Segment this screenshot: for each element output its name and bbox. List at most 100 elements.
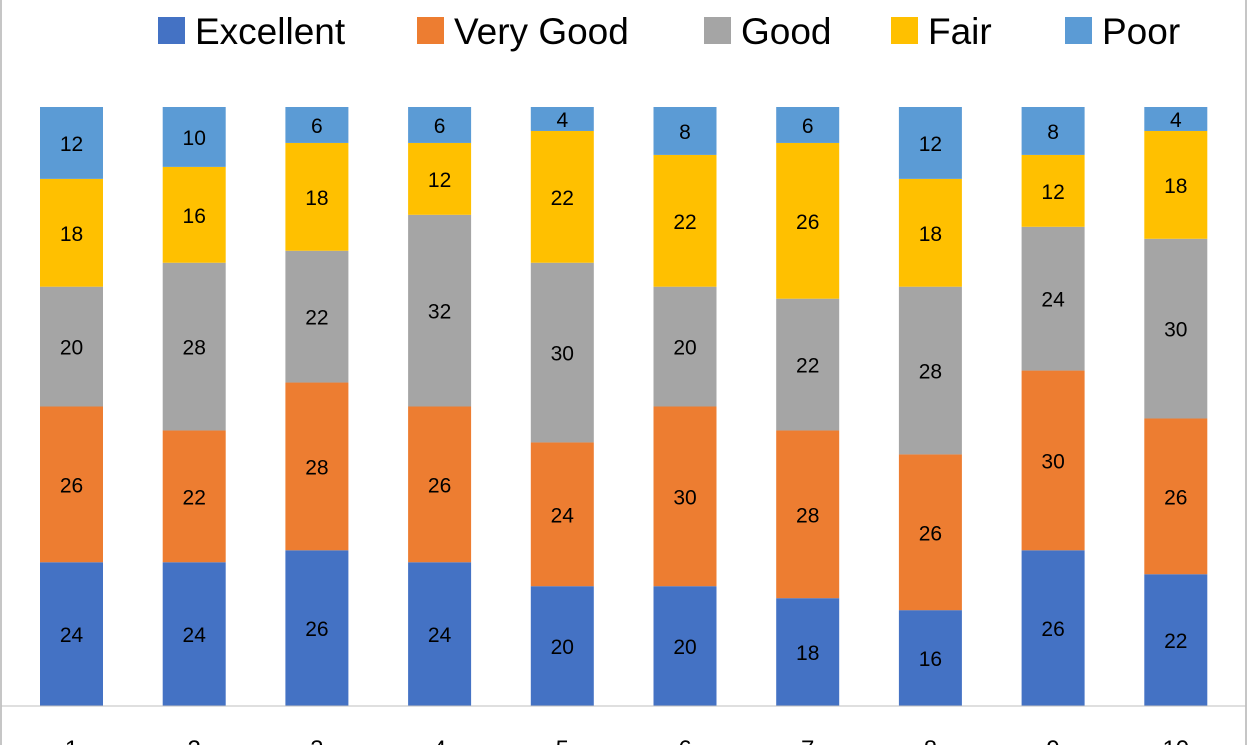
bar-segment-very-good	[776, 430, 840, 599]
bar-segment-very-good	[40, 406, 103, 563]
bars: 24 26 20 18 12 24 22 28 16 10 26 28 22 18 6 24 26 32 12 6 20…	[40, 107, 1208, 706]
legend-label: Excellent	[195, 11, 346, 52]
data-label: 20	[60, 337, 83, 360]
data-label: 16	[183, 205, 206, 228]
bar-segment-excellent	[408, 562, 472, 706]
bar-segment-very-good	[162, 430, 226, 563]
data-label: 12	[919, 133, 942, 156]
bar-segment-excellent	[285, 550, 349, 706]
bar-segment-fair	[530, 130, 594, 263]
bar-segment-good	[408, 214, 472, 407]
data-label: 24	[428, 624, 452, 647]
bar-segment-poor	[1021, 107, 1085, 155]
bar-segment-poor	[1144, 107, 1208, 131]
data-label: 22	[796, 355, 819, 378]
bar-stack-1: 24 26 20 18 12	[40, 107, 103, 706]
data-label: 22	[551, 187, 574, 210]
bar-segment-very-good	[285, 382, 349, 551]
legend-swatch	[891, 17, 918, 44]
data-label: 26	[428, 474, 451, 497]
legend-label: Fair	[928, 11, 992, 52]
bar-segment-excellent	[40, 562, 103, 706]
bar-segment-very-good	[1144, 418, 1208, 575]
data-label: 18	[305, 187, 328, 210]
legend-item-very-good: Very Good	[417, 11, 629, 52]
bar-segment-very-good	[898, 454, 962, 611]
bar-stack-3: 26 28 22 18 6	[285, 107, 349, 706]
bar-segment-excellent	[653, 586, 717, 706]
bar-segment-fair	[1144, 130, 1208, 239]
bar-segment-good	[898, 286, 962, 455]
data-label: 22	[1164, 630, 1187, 653]
bar-segment-good	[162, 262, 226, 431]
bar-stack-4: 24 26 32 12 6	[408, 107, 472, 706]
bar-stack-8: 16 26 28 18 12	[898, 107, 962, 706]
data-label: 6	[311, 115, 323, 138]
data-label: 30	[673, 486, 696, 509]
data-label: 30	[551, 343, 574, 366]
data-label: 4	[556, 109, 568, 132]
bar-segment-fair	[285, 142, 349, 251]
data-label: 26	[1041, 618, 1064, 641]
data-label: 8	[679, 121, 691, 144]
bar-stack-10: 22 26 30 18 4	[1144, 107, 1208, 706]
legend-label: Very Good	[454, 11, 629, 52]
data-label: 26	[1164, 486, 1187, 509]
bar-segment-poor	[653, 107, 717, 155]
bar-segment-good	[285, 250, 349, 383]
data-label: 24	[183, 624, 207, 647]
legend-swatch	[158, 17, 185, 44]
bar-stack-7: 18 28 22 26 6	[776, 107, 840, 706]
bar-segment-fair	[1021, 154, 1085, 227]
data-label: 26	[919, 522, 942, 545]
data-label: 6	[802, 115, 814, 138]
x-tick-label: 4	[433, 736, 446, 745]
data-label: 4	[1170, 109, 1182, 132]
data-label: 22	[183, 486, 206, 509]
legend-swatch	[704, 17, 731, 44]
legend-item-poor: Poor	[1065, 11, 1180, 52]
data-label: 20	[673, 636, 696, 659]
data-label: 28	[919, 361, 942, 384]
data-label: 26	[305, 618, 328, 641]
data-label: 10	[183, 127, 206, 150]
bar-stack-5: 20 24 30 22 4	[530, 107, 594, 706]
legend-swatch	[1065, 17, 1092, 44]
bar-segment-excellent	[530, 586, 594, 706]
bar-segment-good	[776, 298, 840, 431]
data-label: 20	[551, 636, 574, 659]
bar-segment-fair	[898, 178, 962, 287]
data-label: 24	[60, 624, 84, 647]
data-label: 28	[183, 337, 206, 360]
x-tick-label: 6	[678, 736, 691, 745]
data-label: 8	[1047, 121, 1059, 144]
bar-segment-good	[530, 262, 594, 443]
bar-segment-fair	[162, 166, 226, 263]
data-label: 30	[1164, 319, 1187, 342]
bar-segment-poor	[530, 107, 594, 131]
bar-segment-poor	[162, 107, 226, 167]
bar-stack-9: 26 30 24 12 8	[1021, 107, 1085, 706]
data-label: 20	[673, 337, 696, 360]
bar-segment-poor	[408, 107, 472, 143]
x-tick-label: 10	[1162, 736, 1189, 745]
data-label: 18	[919, 223, 942, 246]
bar-stack-2: 24 22 28 16 10	[162, 107, 226, 706]
bar-segment-good	[1144, 238, 1208, 419]
x-tick-label: 1	[65, 736, 78, 745]
data-label: 18	[1164, 175, 1187, 198]
data-label: 12	[1041, 181, 1064, 204]
data-label: 12	[428, 169, 451, 192]
bar-segment-fair	[653, 154, 717, 287]
bar-segment-excellent	[776, 598, 840, 706]
bar-segment-very-good	[530, 442, 594, 587]
legend-label: Poor	[1102, 11, 1180, 52]
data-label: 22	[305, 307, 328, 330]
data-label: 26	[796, 211, 819, 234]
bar-segment-excellent	[1144, 574, 1208, 706]
bar-segment-excellent	[898, 610, 962, 706]
bar-segment-excellent	[1021, 550, 1085, 706]
data-label: 12	[60, 133, 83, 156]
